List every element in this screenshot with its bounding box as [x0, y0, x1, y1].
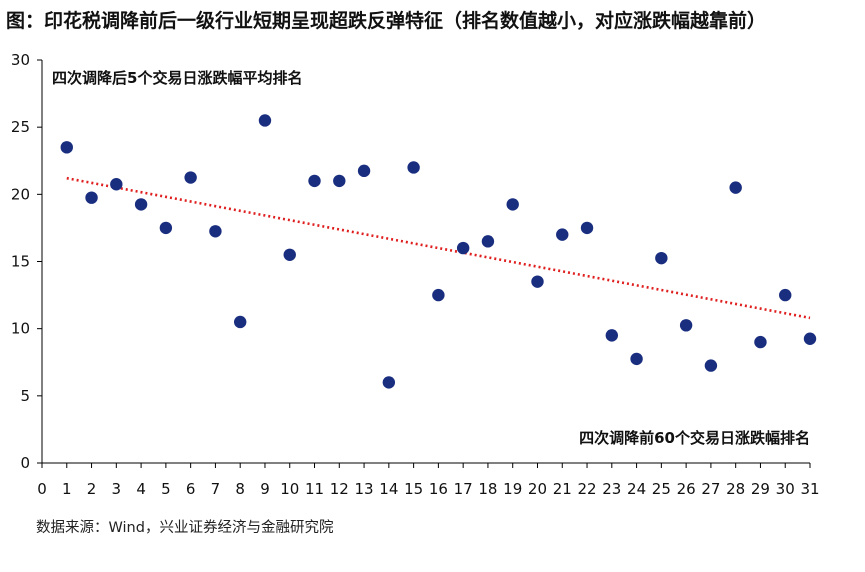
- x-tick-label: 28: [726, 480, 745, 498]
- data-point: [729, 181, 742, 194]
- x-tick-label: 10: [280, 480, 299, 498]
- data-point: [283, 248, 296, 261]
- data-point: [258, 114, 272, 127]
- x-axis-label: 四次调降前60个交易日涨跌幅排名: [579, 429, 810, 447]
- x-tick-label: 18: [478, 480, 497, 498]
- data-point: [134, 198, 148, 211]
- data-point: [308, 174, 321, 188]
- figure-title: 图：印花税调降前后一级行业短期呈现超跌反弹特征（排名数值越小，对应涨跌幅越靠前）: [6, 10, 767, 32]
- data-point: [754, 335, 767, 349]
- chart-axes: [41, 60, 810, 464]
- x-tick-label: 4: [136, 480, 146, 498]
- y-tick-label: 10: [11, 320, 30, 338]
- data-point: [60, 141, 73, 154]
- x-tick-label: 7: [211, 480, 221, 498]
- y-tick-label: 15: [11, 253, 30, 271]
- x-tick-label: 15: [404, 480, 423, 498]
- x-tick-label: 1: [62, 480, 72, 498]
- y-axis-label: 四次调降后5个交易日涨跌幅平均排名: [52, 69, 302, 87]
- x-tick-label: 2: [87, 480, 97, 498]
- x-tick-label: 0: [37, 480, 47, 498]
- x-tick-label: 24: [627, 480, 646, 498]
- data-point: [779, 288, 792, 302]
- data-point: [85, 191, 98, 204]
- data-point: [382, 376, 396, 389]
- points-layer: [60, 114, 817, 389]
- data-point: [357, 164, 371, 178]
- x-tick-label: 13: [355, 480, 374, 498]
- figure-source: 数据来源：Wind，兴业证券经济与金融研究院: [36, 520, 334, 536]
- data-point: [704, 359, 718, 372]
- data-point: [432, 288, 445, 302]
- data-point: [655, 251, 668, 265]
- data-point: [580, 221, 594, 235]
- x-tick-label: 27: [701, 480, 720, 498]
- x-tick-label: 6: [186, 480, 196, 498]
- y-tick-label: 25: [11, 118, 30, 136]
- x-tick-label: 26: [677, 480, 696, 498]
- data-point: [184, 171, 197, 184]
- data-point: [506, 198, 519, 211]
- data-point: [233, 315, 247, 329]
- x-tick-label: 30: [776, 480, 795, 498]
- x-tick-label: 20: [528, 480, 547, 498]
- x-tick-label: 12: [330, 480, 349, 498]
- y-tick-label: 30: [11, 51, 30, 69]
- y-tick-label: 20: [11, 185, 30, 203]
- x-tick-label: 3: [112, 480, 122, 498]
- data-point: [605, 329, 619, 342]
- x-tick-label: 29: [751, 480, 770, 498]
- x-tick-label: 8: [235, 480, 245, 498]
- x-tick-label: 19: [503, 480, 522, 498]
- data-point: [333, 174, 346, 188]
- x-tick-label: 14: [379, 480, 398, 498]
- data-point: [456, 241, 470, 255]
- x-tick-label: 16: [429, 480, 448, 498]
- x-tick-label: 22: [577, 480, 596, 498]
- x-tick-label: 21: [553, 480, 572, 498]
- x-tick-label: 11: [305, 480, 324, 498]
- y-tick-label: 0: [20, 454, 30, 472]
- data-point: [531, 275, 544, 288]
- x-tick-label: 5: [161, 480, 171, 498]
- x-tick-label: 17: [454, 480, 473, 498]
- x-tick-label: 25: [652, 480, 671, 498]
- data-point: [110, 178, 123, 191]
- data-point: [679, 319, 693, 332]
- x-tick-label: 31: [800, 480, 819, 498]
- trendline-layer: [66, 176, 811, 320]
- data-point: [556, 228, 569, 241]
- data-point: [630, 352, 643, 366]
- data-point: [407, 161, 420, 174]
- y-tick-label: 5: [20, 387, 30, 405]
- x-tick-label: 9: [260, 480, 270, 498]
- data-point: [481, 235, 495, 248]
- data-point: [159, 221, 173, 235]
- trendline: [66, 176, 811, 320]
- x-tick-label: 23: [602, 480, 621, 498]
- data-point: [803, 332, 817, 345]
- data-point: [209, 225, 222, 238]
